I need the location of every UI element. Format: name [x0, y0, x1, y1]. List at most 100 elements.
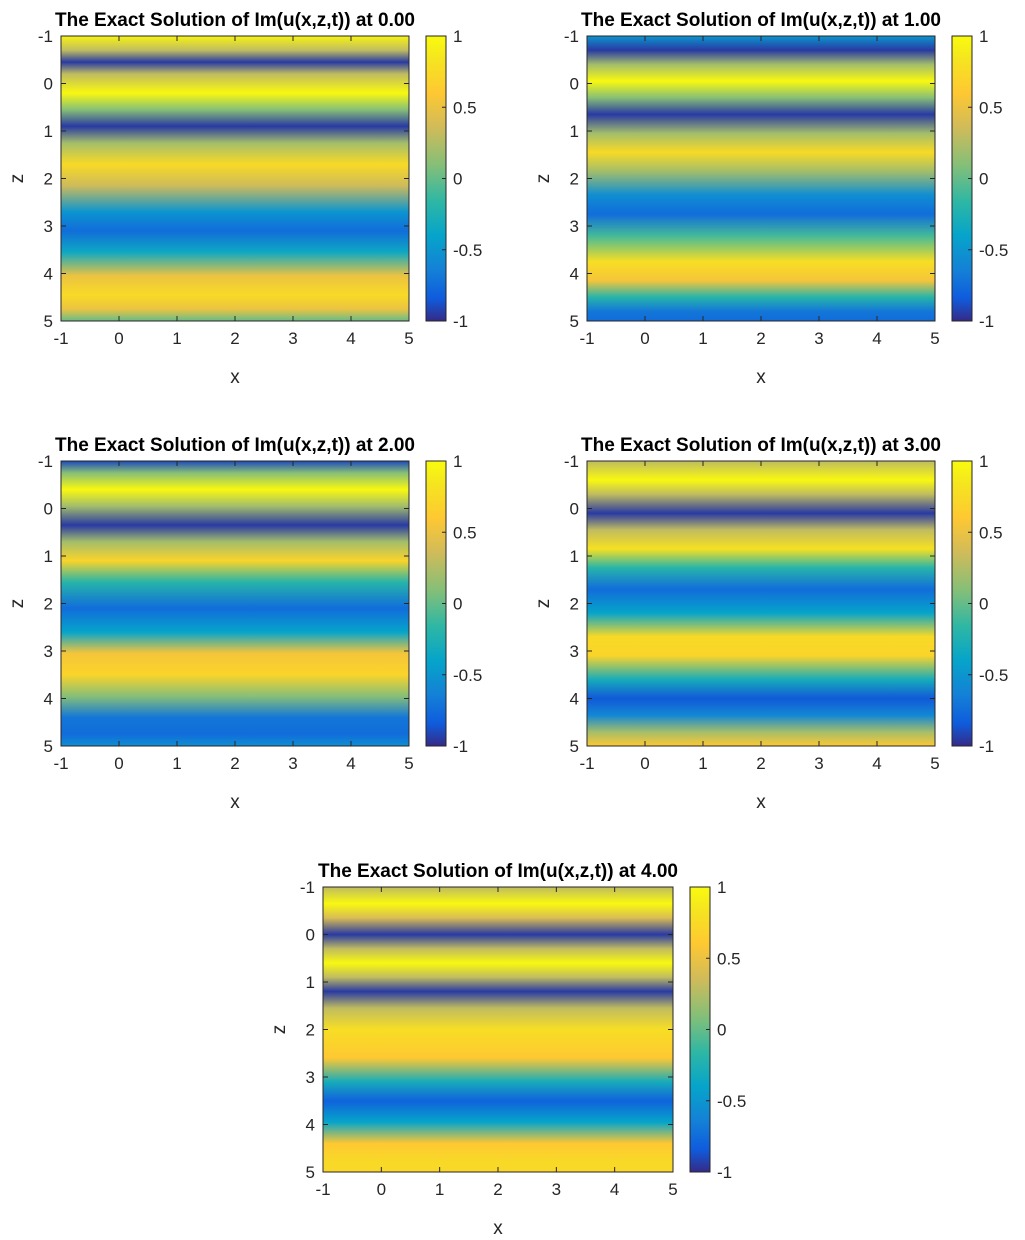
colorbar-tick-label: 1 [453, 27, 462, 46]
colorbar-tick-label: 0.5 [453, 523, 477, 542]
y-tick-label: 3 [44, 642, 53, 661]
y-tick-label: 3 [570, 217, 579, 236]
y-tick-label: 4 [306, 1116, 315, 1135]
colorbar-tick-label: 0.5 [717, 949, 741, 968]
x-tick-label: 3 [288, 329, 297, 348]
x-axis-label: x [230, 367, 240, 388]
y-tick-label: 0 [44, 500, 53, 519]
x-tick-label: 0 [114, 754, 123, 773]
y-tick-label: -1 [38, 452, 53, 471]
x-tick-label: 3 [814, 329, 823, 348]
colorbar-tick-label: 0 [979, 595, 988, 614]
x-axis-label: x [756, 367, 766, 388]
heatmap-field [61, 36, 409, 321]
y-tick-label: 4 [44, 265, 53, 284]
colorbar-tick-label: 0.5 [979, 98, 1003, 117]
colorbar-tick-label: -0.5 [453, 241, 482, 260]
y-tick-label: 4 [570, 265, 579, 284]
x-tick-label: 2 [756, 329, 765, 348]
x-tick-label: 5 [404, 329, 413, 348]
x-tick-label: 5 [668, 1180, 677, 1199]
y-axis-label: z [533, 599, 554, 609]
x-tick-label: -1 [579, 754, 594, 773]
chart-title: The Exact Solution of Im(u(x,z,t)) at 2.… [55, 435, 415, 456]
chart-title: The Exact Solution of Im(u(x,z,t)) at 4.… [318, 861, 678, 882]
heatmap-field [587, 36, 935, 321]
colorbar-tick-label: -0.5 [979, 241, 1008, 260]
y-tick-label: 2 [44, 170, 53, 189]
y-tick-label: 1 [44, 547, 53, 566]
colorbar-tick-label: 0.5 [979, 523, 1003, 542]
x-tick-label: 2 [493, 1180, 502, 1199]
x-tick-label: 1 [698, 329, 707, 348]
heatmap-field [587, 461, 935, 746]
y-tick-label: -1 [564, 27, 579, 46]
x-tick-label: 4 [610, 1180, 619, 1199]
colorbar-tick-label: 0 [717, 1021, 726, 1040]
y-tick-label: 1 [44, 122, 53, 141]
x-tick-label: -1 [315, 1180, 330, 1199]
y-tick-label: 1 [570, 122, 579, 141]
x-tick-label: 0 [114, 329, 123, 348]
colorbar-tick-label: -1 [979, 737, 994, 756]
y-tick-label: 4 [44, 690, 53, 709]
x-tick-label: 2 [230, 329, 239, 348]
x-tick-label: 1 [172, 754, 181, 773]
colorbar-tick-label: 1 [717, 878, 726, 897]
y-tick-label: 2 [44, 595, 53, 614]
y-tick-label: -1 [300, 878, 315, 897]
x-tick-label: 0 [640, 329, 649, 348]
x-tick-label: 0 [377, 1180, 386, 1199]
y-tick-label: 0 [44, 75, 53, 94]
x-axis-label: x [493, 1218, 503, 1239]
colorbar-tick-label: 1 [979, 27, 988, 46]
y-axis-label: z [269, 1025, 290, 1035]
x-tick-label: 1 [172, 329, 181, 348]
x-tick-label: 4 [872, 329, 881, 348]
y-tick-label: 2 [306, 1021, 315, 1040]
y-tick-label: -1 [564, 452, 579, 471]
x-tick-label: 4 [346, 754, 355, 773]
y-tick-label: 4 [570, 690, 579, 709]
x-axis-label: x [756, 792, 766, 813]
y-axis-label: z [7, 174, 28, 184]
x-tick-label: 2 [230, 754, 239, 773]
x-axis-label: x [230, 792, 240, 813]
x-tick-label: 3 [552, 1180, 561, 1199]
x-tick-label: -1 [579, 329, 594, 348]
y-tick-label: 5 [570, 312, 579, 331]
chart-title: The Exact Solution of Im(u(x,z,t)) at 0.… [55, 10, 415, 31]
x-tick-label: 1 [435, 1180, 444, 1199]
chart-title: The Exact Solution of Im(u(x,z,t)) at 1.… [581, 10, 941, 31]
y-tick-label: 0 [570, 500, 579, 519]
y-tick-label: 5 [44, 737, 53, 756]
colorbar-tick-label: 0 [453, 595, 462, 614]
colorbar-tick-label: -1 [453, 312, 468, 331]
colorbar-tick-label: -0.5 [717, 1092, 746, 1111]
y-tick-label: 0 [306, 926, 315, 945]
x-tick-label: 3 [814, 754, 823, 773]
x-tick-label: 3 [288, 754, 297, 773]
colorbar-tick-label: 0 [979, 170, 988, 189]
x-tick-label: -1 [53, 754, 68, 773]
y-tick-label: 1 [306, 973, 315, 992]
x-tick-label: 5 [404, 754, 413, 773]
x-tick-label: 5 [930, 754, 939, 773]
colorbar-tick-label: 1 [453, 452, 462, 471]
y-tick-label: 3 [306, 1068, 315, 1087]
colorbar-tick-label: 1 [979, 452, 988, 471]
colorbar-tick-label: 0.5 [453, 98, 477, 117]
chart-title: The Exact Solution of Im(u(x,z,t)) at 3.… [581, 435, 941, 456]
x-tick-label: 4 [346, 329, 355, 348]
y-tick-label: 5 [44, 312, 53, 331]
y-tick-label: 1 [570, 547, 579, 566]
y-tick-label: 3 [44, 217, 53, 236]
y-tick-label: 2 [570, 170, 579, 189]
heatmap-field [323, 887, 673, 1172]
y-tick-label: 0 [570, 75, 579, 94]
